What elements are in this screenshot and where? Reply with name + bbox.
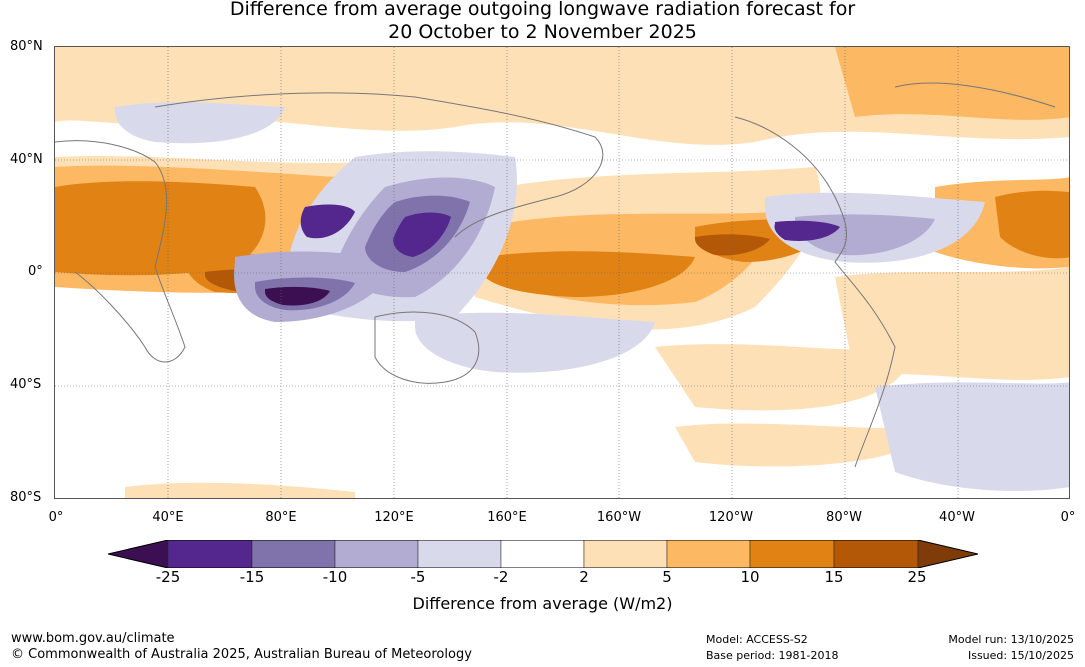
lon-label-40e: 40°E xyxy=(152,510,184,525)
footer-copyright: © Commonwealth of Australia 2025, Austra… xyxy=(11,647,472,662)
footer-model: Model: ACCESS-S2 xyxy=(706,633,808,646)
legend-swatch-10-15 xyxy=(749,540,835,568)
lon-label-120w: 120°W xyxy=(708,510,754,525)
lon-label-120e: 120°E xyxy=(374,510,414,525)
legend-swatch-10-5 xyxy=(334,540,419,568)
title-line-1: Difference from average outgoing longwav… xyxy=(229,0,856,20)
legend-swatch-5-10 xyxy=(666,540,751,568)
footer-issued: Issued: 15/10/2025 xyxy=(967,649,1074,662)
legend-tick: 2 xyxy=(579,568,589,586)
legend-title: Difference from average (W/m2) xyxy=(412,594,673,613)
lon-label-0-east: 0° xyxy=(1060,510,1076,525)
footer-model-run: Model run: 13/10/2025 xyxy=(948,633,1074,646)
legend-swatch-2-2 xyxy=(500,540,585,568)
legend-tick: 15 xyxy=(824,568,844,586)
lat-label-equator: 0° xyxy=(28,264,43,279)
lat-label-40n: 40°N xyxy=(10,152,43,167)
graticule xyxy=(55,47,1069,498)
legend-tick: 25 xyxy=(907,568,927,586)
legend-swatch-5-2 xyxy=(417,540,502,568)
legend-tick: -15 xyxy=(239,568,265,586)
legend-swatch-2-5 xyxy=(583,540,668,568)
legend-tick: -10 xyxy=(322,568,348,586)
lon-label-160e: 160°E xyxy=(487,510,527,525)
title-line-2: 20 October to 2 November 2025 xyxy=(388,21,697,43)
map-title: Difference from average outgoing longwav… xyxy=(0,0,1085,44)
legend-swatch-above-25 xyxy=(917,540,978,568)
footer-base-period: Base period: 1981-2018 xyxy=(706,649,839,662)
olr-anomaly-map xyxy=(54,46,1070,499)
lon-label-80w: 80°W xyxy=(826,510,862,525)
lat-label-40s: 40°S xyxy=(10,377,42,392)
legend-swatch-15-25 xyxy=(833,540,919,568)
lat-label-80s: 80°S xyxy=(10,490,42,505)
lon-label-40w: 40°W xyxy=(939,510,975,525)
lat-label-80n: 80°N xyxy=(10,39,43,54)
legend-swatch-15-10 xyxy=(251,540,336,568)
lon-label-0: 0° xyxy=(48,510,64,525)
anomaly-fields xyxy=(55,47,1069,498)
legend-tick: 5 xyxy=(662,568,672,586)
lon-label-160w: 160°W xyxy=(596,510,642,525)
coastlines xyxy=(55,82,1056,468)
legend-tick: 10 xyxy=(740,568,760,586)
legend-swatch-below-25 xyxy=(108,540,169,568)
map-canvas xyxy=(55,47,1069,498)
footer-url[interactable]: www.bom.gov.au/climate xyxy=(11,631,175,646)
legend-tick: -2 xyxy=(493,568,509,586)
legend-tick: -25 xyxy=(155,568,181,586)
lon-label-80e: 80°E xyxy=(265,510,297,525)
legend-swatch-25-15 xyxy=(167,540,253,568)
legend-colorbar xyxy=(108,540,978,568)
legend-tick: -5 xyxy=(410,568,426,586)
